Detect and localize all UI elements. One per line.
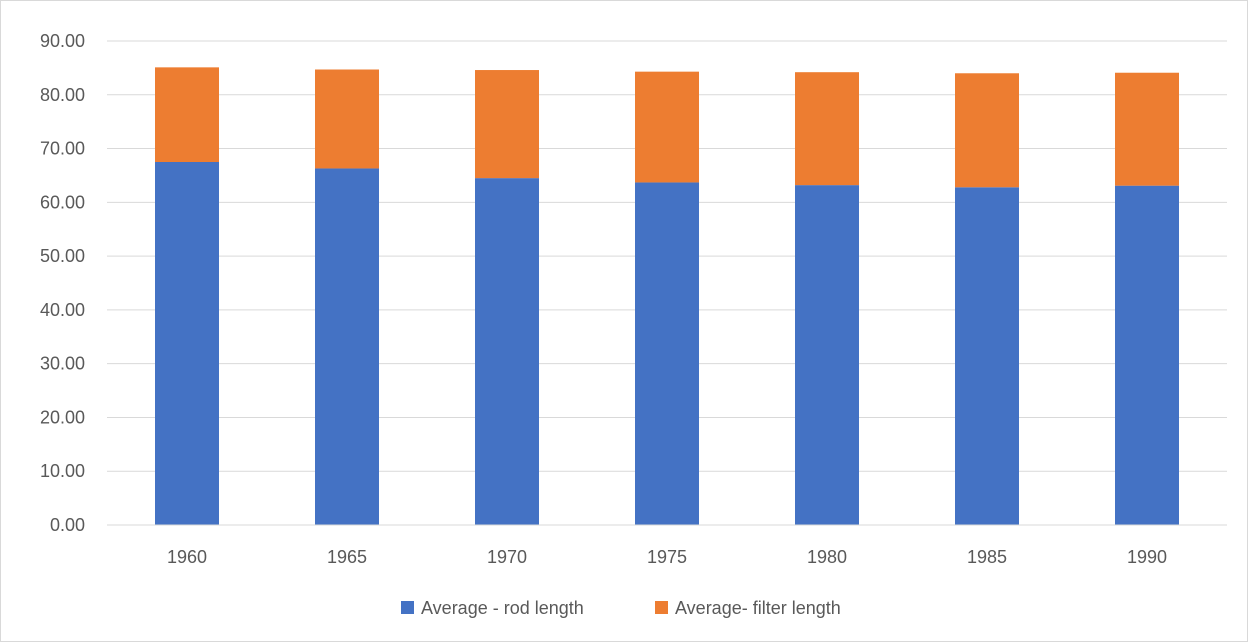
bar-rod-length-1970: [475, 178, 539, 525]
legend-label: Average- filter length: [675, 598, 841, 618]
y-tick-label: 40.00: [40, 300, 85, 320]
x-tick-label: 1960: [167, 547, 207, 567]
bar-filter-length-1980: [795, 72, 859, 186]
x-tick-label: 1970: [487, 547, 527, 567]
y-tick-label: 30.00: [40, 354, 85, 374]
x-tick-label: 1985: [967, 547, 1007, 567]
y-axis-tick-labels: 0.00 10.00 20.00 30.00 40.00 50.00 60.00 70.00 8…: [40, 31, 85, 535]
bar-rod-length-1960: [155, 162, 219, 525]
bar-filter-length-1970: [475, 70, 539, 179]
x-tick-label: 1990: [1127, 547, 1167, 567]
y-tick-label: 0.00: [50, 515, 85, 535]
y-tick-label: 80.00: [40, 85, 85, 105]
y-tick-label: 50.00: [40, 246, 85, 266]
bar-rod-length-1985: [955, 187, 1019, 525]
x-tick-label: 1965: [327, 547, 367, 567]
bar-filter-length-1990: [1115, 72, 1179, 186]
x-tick-label: 1980: [807, 547, 847, 567]
x-tick-label: 1975: [647, 547, 687, 567]
y-tick-label: 20.00: [40, 407, 85, 427]
bar-filter-length-1965: [315, 69, 379, 169]
bar-filter-length-1960: [155, 67, 219, 162]
bar-rod-length-1975: [635, 182, 699, 526]
legend-swatch: [401, 601, 414, 614]
legend-label: Average - rod length: [421, 598, 584, 618]
bar-rod-length-1965: [315, 168, 379, 525]
bar-rod-length-1990: [1115, 185, 1179, 525]
legend: Average - rod length Average- filter leng…: [401, 598, 841, 618]
y-tick-label: 60.00: [40, 192, 85, 212]
y-tick-label: 90.00: [40, 31, 85, 51]
y-tick-label: 10.00: [40, 461, 85, 481]
bar-rod-length-1980: [795, 185, 859, 525]
y-tick-label: 70.00: [40, 139, 85, 159]
bar-filter-length-1975: [635, 71, 699, 183]
bars: [155, 67, 1179, 526]
bar-filter-length-1985: [955, 73, 1019, 188]
x-axis-tick-labels: 1960 1965 1970 1975 1980 1985 1990: [167, 547, 1167, 567]
legend-swatch: [655, 601, 668, 614]
